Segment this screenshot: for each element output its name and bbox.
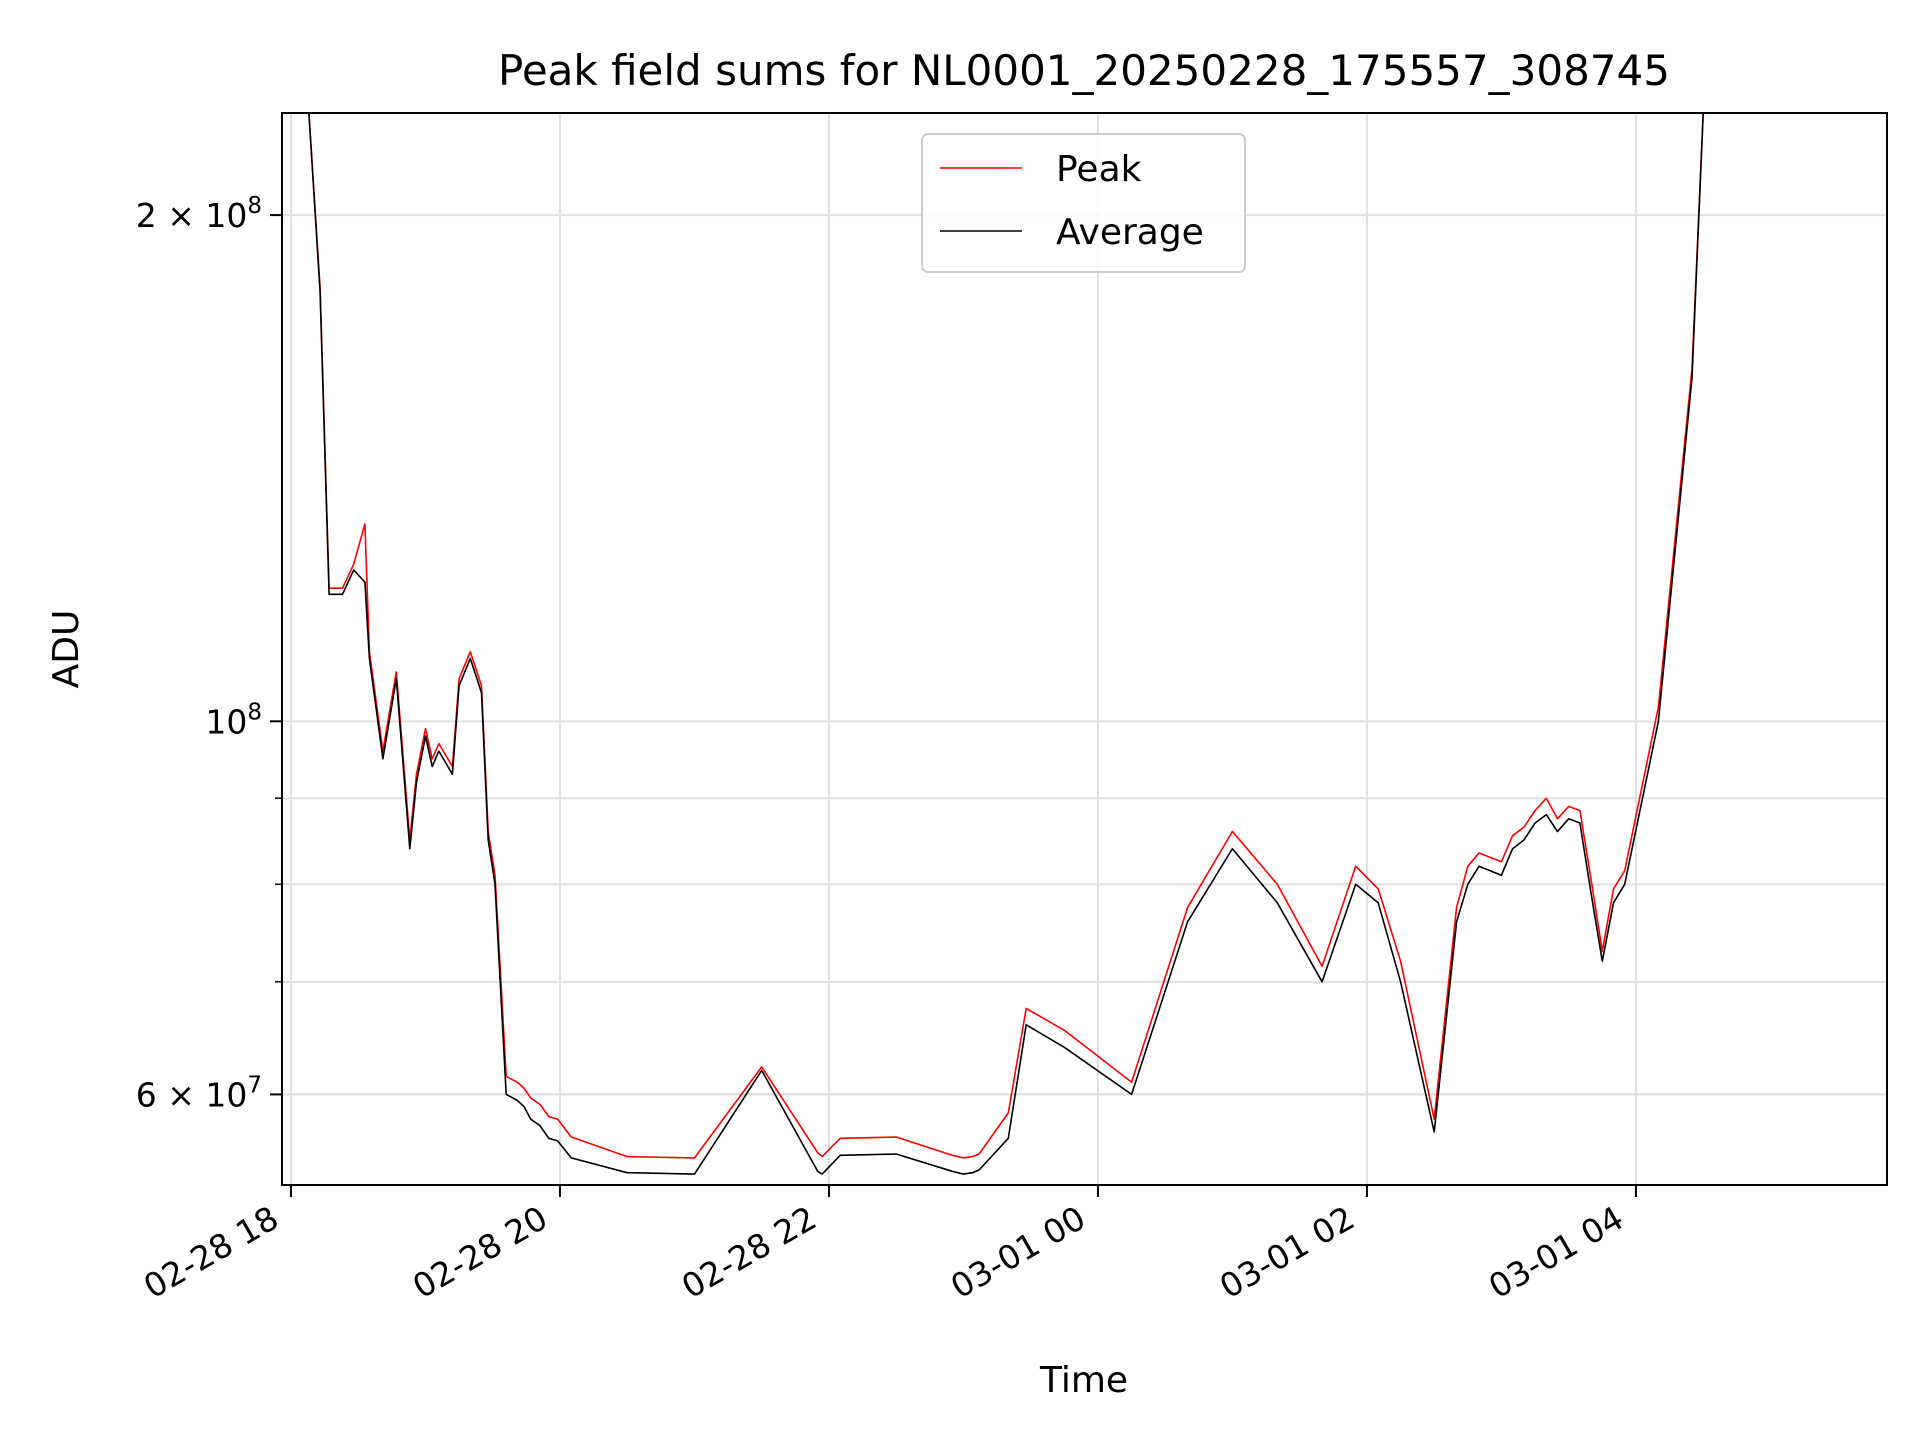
legend: Peak Average	[921, 133, 1246, 273]
plot-frame	[281, 112, 1888, 1186]
y-axis-ticks: 2 × 108 108 6 × 107	[136, 193, 282, 1114]
x-axis-label: Time	[1039, 1360, 1128, 1401]
legend-peak-label: Peak	[1056, 149, 1142, 190]
chart-title: Peak field sums for NL0001_20250228_1755…	[498, 46, 1670, 95]
legend-average-label: Average	[1056, 212, 1204, 253]
y-tick-label: 6 × 107	[136, 1072, 262, 1114]
y-axis-label: ADU	[46, 610, 87, 689]
series-line-peak	[282, 113, 1760, 1159]
y-tick-label: 2 × 108	[136, 193, 262, 235]
y-tick-label: 108	[205, 699, 262, 741]
series-layer	[282, 113, 1760, 1175]
series-line-average	[282, 113, 1760, 1175]
